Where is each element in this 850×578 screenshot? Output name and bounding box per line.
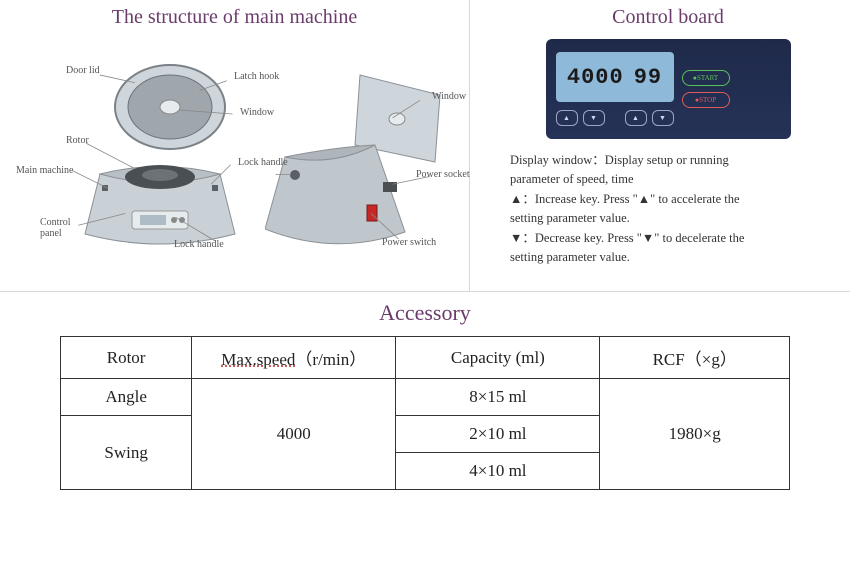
th-capacity: Capacity (ml) bbox=[396, 337, 600, 379]
cell-angle: Angle bbox=[61, 379, 192, 416]
desc-line-1: Display window：Display setup or running bbox=[510, 151, 826, 170]
speed-down-button[interactable]: ▼ bbox=[583, 110, 605, 126]
stop-label: STOP bbox=[699, 96, 716, 104]
accessory-title: Accessory bbox=[60, 300, 790, 326]
label-door-lid: Door lid bbox=[66, 65, 100, 76]
label-lock-handle-2: Lock handle bbox=[174, 239, 224, 250]
label-latch-hook: Latch hook bbox=[234, 71, 279, 82]
accessory-section: Accessory Rotor Max.speed（r/min） Capacit… bbox=[0, 292, 850, 490]
table-row: Angle 4000 8×15 ml 1980×g bbox=[61, 379, 790, 416]
cell-swing: Swing bbox=[61, 416, 192, 490]
control-board-photo: 4000 99 ▲ ▼ ▲ ▼ ● START ● STOP bbox=[546, 39, 791, 139]
structure-title: The structure of main machine bbox=[10, 6, 459, 29]
cell-cap-1: 8×15 ml bbox=[396, 379, 600, 416]
desc-line-6: setting parameter value. bbox=[510, 248, 826, 267]
desc-line-5: ▼：Decrease key. Press "▼" to decelerate … bbox=[510, 229, 826, 248]
table-header-row: Rotor Max.speed（r/min） Capacity (ml) RCF… bbox=[61, 337, 790, 379]
structure-panel: The structure of main machine bbox=[0, 0, 470, 291]
label-window-1: Window bbox=[240, 107, 274, 118]
label-power-switch: Power switch bbox=[382, 237, 436, 248]
desc-line-2: parameter of speed, time bbox=[510, 170, 826, 189]
th-rcf: RCF（×g） bbox=[600, 337, 790, 379]
th-speed: Max.speed（r/min） bbox=[192, 337, 396, 379]
lcd-display: 4000 99 bbox=[556, 52, 674, 102]
label-control-panel: Control panel bbox=[40, 217, 71, 239]
cell-cap-2: 2×10 ml bbox=[396, 416, 600, 453]
lcd-time: 99 bbox=[634, 65, 662, 90]
control-board-title: Control board bbox=[510, 6, 826, 29]
lcd-speed: 4000 bbox=[567, 65, 624, 90]
time-up-button[interactable]: ▲ bbox=[625, 110, 647, 126]
label-lock-handle-1: Lock handle bbox=[238, 157, 288, 168]
cell-speed: 4000 bbox=[192, 379, 396, 490]
time-down-button[interactable]: ▼ bbox=[652, 110, 674, 126]
desc-line-3: ▲：Increase key. Press "▲" to accelerate … bbox=[510, 190, 826, 209]
label-power-socket: Power socket bbox=[416, 169, 470, 180]
start-button[interactable]: ● START bbox=[682, 70, 730, 86]
cell-cap-3: 4×10 ml bbox=[396, 453, 600, 490]
control-board-panel: Control board 4000 99 ▲ ▼ ▲ ▼ bbox=[470, 0, 850, 291]
label-rotor: Rotor bbox=[66, 135, 89, 146]
th-speed-unit: （r/min） bbox=[295, 350, 366, 369]
stop-button[interactable]: ● STOP bbox=[682, 92, 730, 108]
accessory-table: Rotor Max.speed（r/min） Capacity (ml) RCF… bbox=[60, 336, 790, 490]
control-description: Display window：Display setup or running … bbox=[510, 151, 826, 267]
cell-rcf: 1980×g bbox=[600, 379, 790, 490]
structure-diagram: Door lid Latch hook Window Rotor Main ma… bbox=[10, 39, 459, 269]
desc-line-4: setting parameter value. bbox=[510, 209, 826, 228]
speed-up-button[interactable]: ▲ bbox=[556, 110, 578, 126]
label-window-2: Window bbox=[432, 91, 466, 102]
th-rotor: Rotor bbox=[61, 337, 192, 379]
label-main-machine: Main machine bbox=[16, 165, 73, 176]
start-label: START bbox=[697, 74, 718, 82]
th-speed-label: Max.speed bbox=[221, 350, 295, 369]
